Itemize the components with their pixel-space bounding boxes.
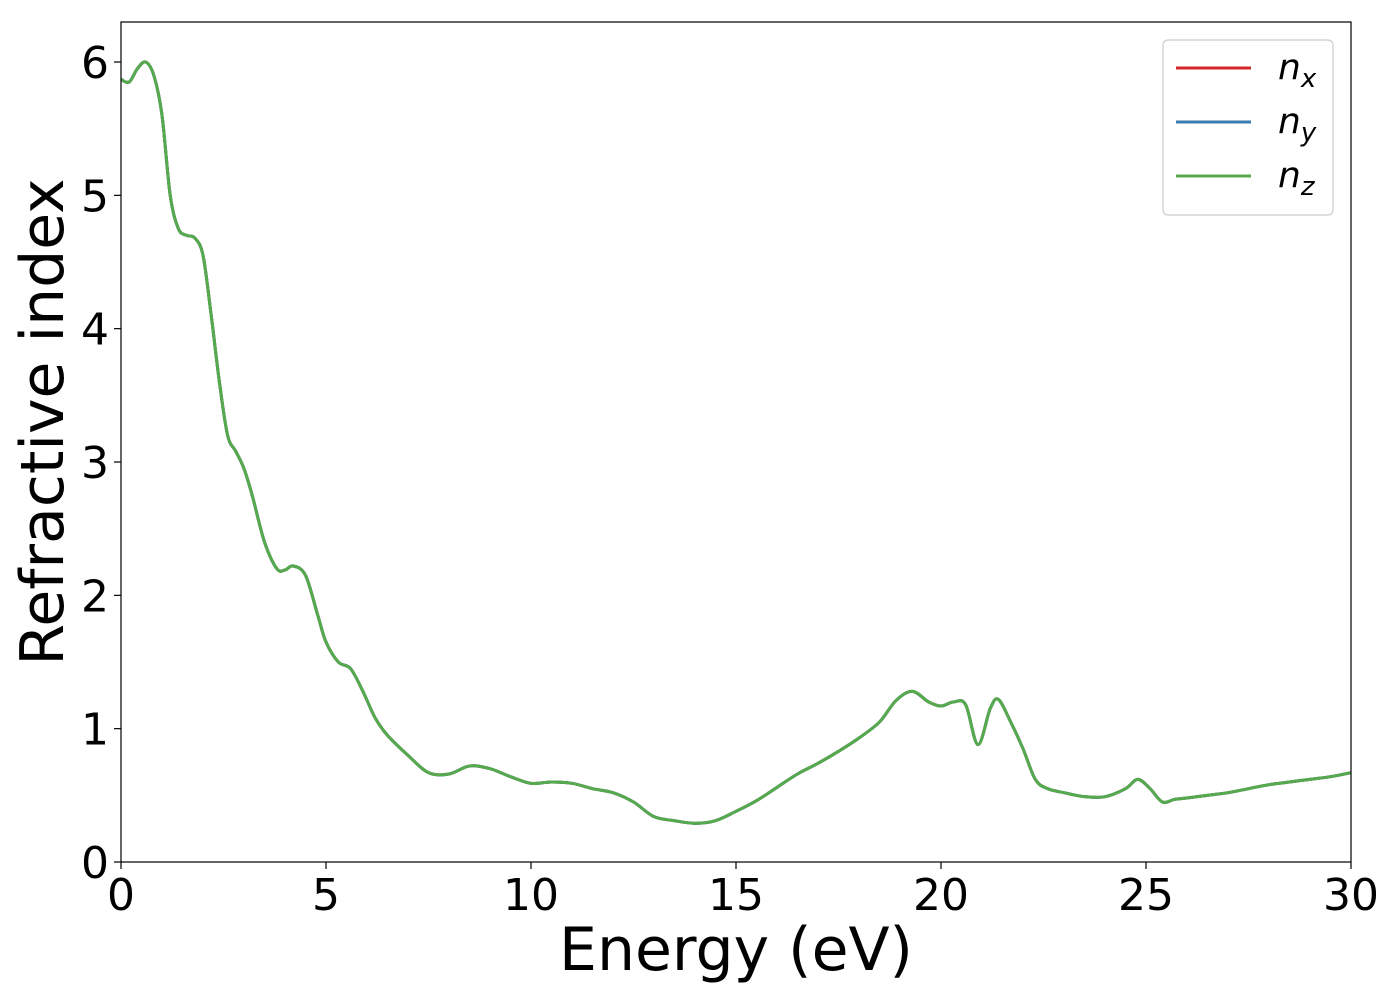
x-axis-label: Energy (eV) xyxy=(559,915,913,985)
x-tick-label: 0 xyxy=(107,870,135,921)
series-line-z xyxy=(121,60,1351,825)
y-axis-label: Refractive index xyxy=(8,178,78,665)
x-tick-label: 30 xyxy=(1323,870,1379,921)
y-tick-label: 1 xyxy=(81,705,109,756)
legend-box xyxy=(1162,39,1334,216)
y-tick-label: 5 xyxy=(81,171,109,222)
y-tick-label: 6 xyxy=(81,38,109,89)
y-tick-label: 3 xyxy=(81,438,109,489)
legend: nx ny nz xyxy=(1162,39,1334,216)
y-tick-label: 4 xyxy=(81,305,109,356)
x-tick-label: 25 xyxy=(1118,870,1174,921)
series-layer xyxy=(121,60,1351,825)
y-tick-label: 0 xyxy=(81,838,109,889)
y-tick-label: 2 xyxy=(81,571,109,622)
legend-label-z: nz xyxy=(1278,155,1316,202)
x-tick-label: 15 xyxy=(708,870,764,921)
y-axis-ticks: 0 1 2 3 4 5 6 xyxy=(81,38,121,889)
x-tick-label: 10 xyxy=(503,870,559,921)
legend-label-y: ny xyxy=(1278,101,1317,148)
x-tick-label: 20 xyxy=(913,870,969,921)
legend-label-x: nx xyxy=(1278,47,1317,94)
x-tick-label: 5 xyxy=(312,870,340,921)
x-axis-ticks: 0 5 10 15 20 25 30 xyxy=(107,862,1379,921)
